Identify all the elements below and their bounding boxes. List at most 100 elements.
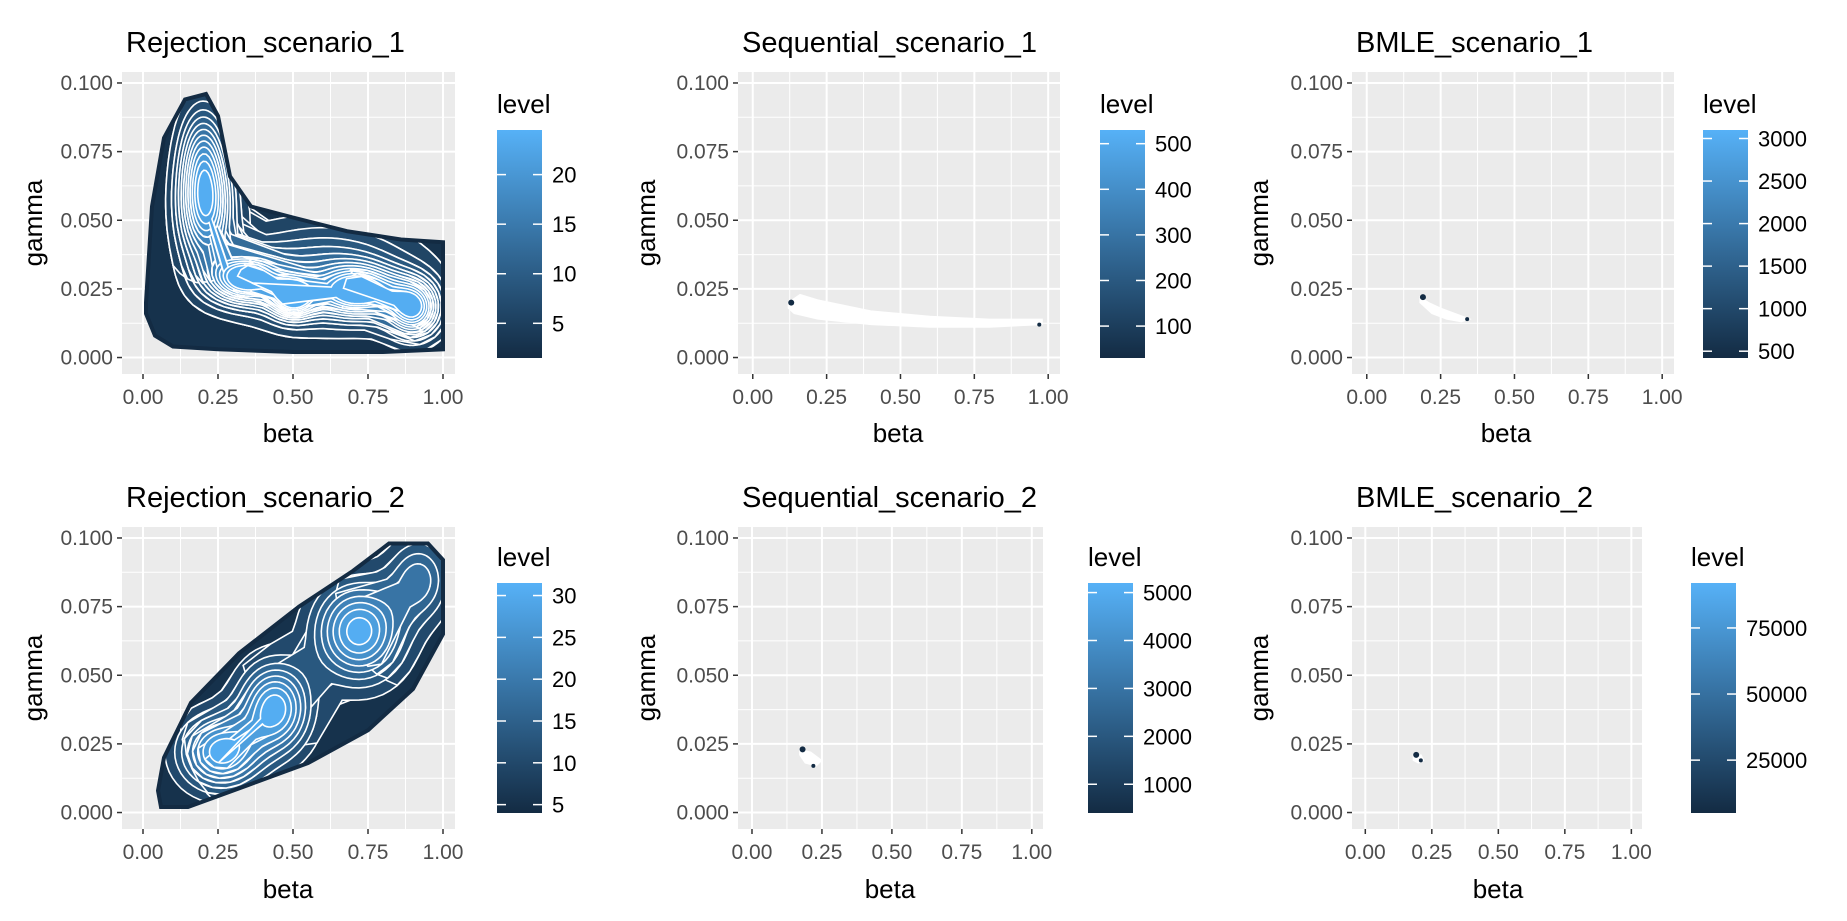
y-tick-label: 0.100 [1290, 527, 1343, 550]
legend-tick-label: 1000 [1143, 772, 1192, 797]
x-tick-label: 0.00 [123, 841, 164, 864]
y-tick-label: 0.025 [676, 733, 729, 756]
x-tick-label: 0.25 [198, 386, 239, 409]
x-tick-label: 0.00 [1345, 841, 1386, 864]
y-axis-label: gamma [18, 634, 48, 721]
x-tick-label: 0.00 [732, 841, 773, 864]
legend-tick-label: 25000 [1746, 748, 1807, 773]
density-fringe [1037, 322, 1042, 327]
y-tick-label: 0.075 [676, 596, 729, 619]
x-tick-label: 1.00 [423, 386, 464, 409]
x-axis-label: beta [263, 874, 314, 904]
x-tick-label: 0.25 [198, 841, 239, 864]
legend-tick-label: 2500 [1758, 169, 1807, 194]
legend-tick-label: 50000 [1746, 682, 1807, 707]
y-tick-label: 0.100 [60, 527, 113, 550]
panel-4: 0.00 0.25 0.50 0.75 1.00 0.000 0.025 0.050 0.075… [18, 482, 576, 904]
legend-colorbar [1703, 130, 1748, 358]
legend: level 1000 2000 3000 4000 5000 [1088, 542, 1192, 813]
legend-tick-label: 1000 [1758, 297, 1807, 322]
x-tick-label: 0.00 [732, 386, 773, 409]
density-layer [155, 541, 445, 809]
y-tick-label: 0.025 [676, 278, 729, 301]
y-tick-label: 0.025 [1290, 278, 1343, 301]
legend-colorbar [1691, 583, 1736, 813]
x-tick-label: 0.75 [1568, 386, 1609, 409]
y-tick-label: 0.050 [60, 664, 113, 687]
legend-tick-label: 2000 [1758, 212, 1807, 237]
density-layer [1419, 294, 1472, 323]
y-axis-label: gamma [631, 634, 661, 721]
x-tick-label: 0.75 [941, 841, 982, 864]
y-tick-label: 0.050 [1290, 664, 1343, 687]
legend-tick-label: 3000 [1758, 127, 1807, 152]
legend-tick-label: 3000 [1143, 676, 1192, 701]
x-tick-label: 0.50 [273, 841, 314, 864]
y-tick-label: 0.075 [1290, 141, 1343, 164]
contour-band [345, 616, 373, 646]
x-axis-label: beta [865, 874, 916, 904]
legend: level 25000 50000 75000 [1691, 542, 1807, 813]
legend-colorbar [497, 130, 542, 358]
panel-5: 0.00 0.25 0.50 0.75 1.00 0.000 0.025 0.050 0.075… [631, 482, 1192, 904]
x-tick-label: 0.75 [348, 386, 389, 409]
y-tick-label: 0.000 [60, 347, 113, 370]
panel-6: 0.00 0.25 0.50 0.75 1.00 0.000 0.025 0.050 0.075… [1244, 482, 1807, 904]
panel-2: 0.00 0.25 0.50 0.75 1.00 0.000 0.025 0.050 0.075… [631, 27, 1192, 448]
legend-title: level [497, 89, 550, 119]
x-tick-label: 0.75 [954, 386, 995, 409]
legend-tick-label: 20 [552, 163, 576, 188]
y-tick-label: 0.000 [676, 347, 729, 370]
legend-tick-label: 4000 [1143, 629, 1192, 654]
legend-colorbar [1088, 583, 1133, 813]
y-tick-label: 0.025 [1290, 733, 1343, 756]
density-fringe [1413, 751, 1420, 758]
panel-3: 0.00 0.25 0.50 0.75 1.00 0.000 0.025 0.050 0.075… [1244, 27, 1807, 448]
y-tick-label: 0.075 [60, 596, 113, 619]
x-tick-label: 0.75 [348, 841, 389, 864]
y-axis-label: gamma [631, 179, 661, 266]
x-tick-label: 1.00 [1028, 386, 1069, 409]
x-tick-label: 1.00 [1611, 841, 1652, 864]
x-tick-label: 0.25 [806, 386, 847, 409]
legend: level 100 200 300 400 500 [1100, 89, 1192, 358]
x-tick-label: 1.00 [1011, 841, 1052, 864]
y-tick-label: 0.050 [1290, 209, 1343, 232]
panel-1: 0.00 0.25 0.50 0.75 1.00 0.000 0.025 0.050 0.075… [18, 27, 576, 448]
y-axis-label: gamma [18, 179, 48, 266]
density-outline [155, 541, 445, 809]
density-layer [1412, 751, 1425, 764]
legend: level 5 10 15 20 25 30 [497, 542, 576, 818]
x-tick-label: 0.50 [273, 386, 314, 409]
density-fringe [1465, 317, 1470, 322]
y-tick-label: 0.075 [676, 141, 729, 164]
x-tick-label: 1.00 [423, 841, 464, 864]
density-region [799, 748, 823, 767]
x-tick-label: 0.00 [1346, 386, 1387, 409]
x-tick-label: 0.25 [802, 841, 843, 864]
legend-title: level [1691, 542, 1744, 572]
x-axis-label: beta [1473, 874, 1524, 904]
y-tick-label: 0.000 [60, 802, 113, 825]
x-tick-label: 0.25 [1411, 841, 1452, 864]
legend-tick-label: 10 [552, 751, 576, 776]
y-tick-label: 0.100 [60, 72, 113, 95]
legend-tick-label: 15 [552, 212, 576, 237]
legend-tick-label: 100 [1155, 314, 1192, 339]
legend-tick-label: 1500 [1758, 254, 1807, 279]
legend-tick-label: 5 [552, 311, 564, 336]
legend-title: level [1703, 89, 1756, 119]
y-axis-label: gamma [1244, 634, 1274, 721]
legend-tick-label: 2000 [1143, 724, 1192, 749]
legend-title: level [1088, 542, 1141, 572]
legend-tick-label: 25 [552, 625, 576, 650]
y-tick-label: 0.050 [676, 209, 729, 232]
y-axis-label: gamma [1244, 179, 1274, 266]
panel-title: BMLE_scenario_2 [1356, 482, 1593, 514]
legend-title: level [497, 542, 550, 572]
x-axis-label: beta [1481, 418, 1532, 448]
y-tick-label: 0.050 [676, 664, 729, 687]
density-fringe [811, 763, 816, 768]
legend-tick-label: 30 [552, 584, 576, 609]
